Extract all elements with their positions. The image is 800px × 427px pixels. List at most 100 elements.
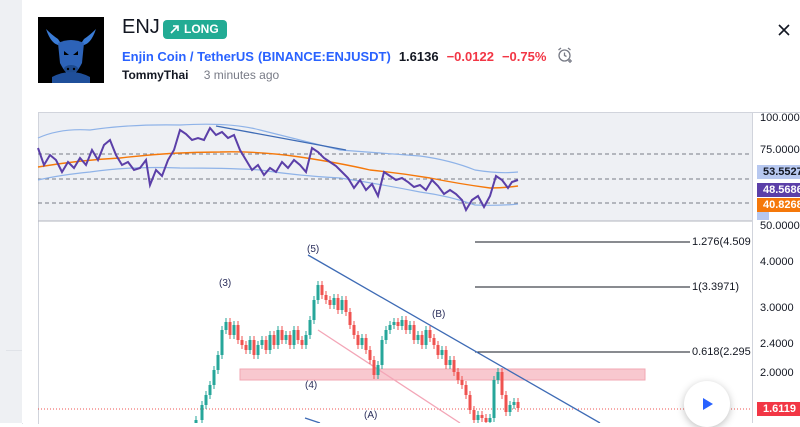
candle-body xyxy=(316,285,320,300)
play-button[interactable] xyxy=(684,381,730,427)
price-axis-label: 2.0000 xyxy=(760,367,794,379)
channel-base-line xyxy=(304,417,321,423)
candle-body xyxy=(194,420,198,423)
candle-body xyxy=(444,350,448,365)
candle-body xyxy=(224,322,228,330)
price-axis[interactable] xyxy=(752,113,800,423)
candle-body xyxy=(388,325,392,330)
wave-a-label: (A) xyxy=(364,410,378,421)
chart-frame[interactable] xyxy=(38,112,800,424)
candle-body xyxy=(428,330,432,338)
alarm-add-icon[interactable] xyxy=(556,46,574,67)
candle-body xyxy=(464,385,468,395)
osc-tag-purple: 48.5686 xyxy=(757,183,800,197)
upper-band-line xyxy=(37,123,519,174)
price-axis-label: 2.4000 xyxy=(760,338,794,350)
author-line: TommyThai 3 minutes ago xyxy=(122,68,279,82)
avatar[interactable] xyxy=(38,17,104,83)
price-change-percent: −0.75% xyxy=(501,49,547,64)
channel-upper-line xyxy=(307,254,601,423)
candle-body xyxy=(392,322,396,325)
candle-body xyxy=(500,372,504,395)
candle-body xyxy=(412,325,416,340)
channel-lower-line xyxy=(317,329,461,423)
candle-body xyxy=(452,360,456,372)
candle-body xyxy=(256,345,260,355)
play-icon xyxy=(703,398,713,410)
fib-1276-label: 1.276(4.509 xyxy=(692,236,751,248)
osc-axis-label: 75.0000 xyxy=(760,144,800,156)
posted-time: 3 minutes ago xyxy=(203,68,280,82)
symbol-name-link[interactable]: Enjin Coin / TetherUS xyxy=(122,49,254,64)
current-price-tag: 1.6119 xyxy=(757,402,800,416)
last-price: 1.6136 xyxy=(398,49,439,64)
candle-body xyxy=(448,360,452,365)
candle-body xyxy=(200,405,204,420)
candle-body xyxy=(264,340,268,350)
close-icon[interactable] xyxy=(776,22,792,43)
candle-body xyxy=(280,330,284,340)
candle-body xyxy=(252,340,256,355)
candle-body xyxy=(308,320,312,335)
candle-body xyxy=(508,405,512,412)
fib-1-label: 1(3.3971) xyxy=(692,281,740,293)
stoch-purple-line xyxy=(37,126,519,213)
candle-body xyxy=(312,300,316,320)
candle-body xyxy=(296,330,300,340)
osc-tag-upper-band: 53.5527 xyxy=(757,165,800,179)
candle-body xyxy=(340,300,344,310)
author-link[interactable]: TommyThai xyxy=(122,68,189,82)
arrow-up-right-icon xyxy=(170,25,179,34)
long-badge-label: LONG xyxy=(184,22,219,36)
candle-body xyxy=(244,345,248,350)
candle-body xyxy=(284,335,288,340)
candle-body xyxy=(408,325,412,330)
price-axis-label: 3.0000 xyxy=(760,302,794,314)
bull-logo-icon xyxy=(38,17,104,83)
candle-body xyxy=(516,402,520,408)
candle-body xyxy=(364,338,368,350)
candle-body xyxy=(476,415,480,420)
candle-body xyxy=(288,335,292,345)
symbol-line: Enjin Coin / TetherUS (BINANCE:ENJUSDT) … xyxy=(122,46,574,67)
wave-5-label: (5) xyxy=(307,244,320,255)
candle-body xyxy=(272,335,276,345)
support-zone xyxy=(239,368,646,381)
idea-title: ENJ xyxy=(122,16,160,38)
candle-body xyxy=(484,418,488,422)
candle-body xyxy=(424,330,428,345)
candle-body xyxy=(344,300,348,312)
candle-body xyxy=(396,322,400,326)
candle-body xyxy=(352,325,356,335)
fib-0618-label: 0.618(2.295 xyxy=(692,346,751,358)
long-badge: LONG xyxy=(163,20,227,39)
osc-axis-label: 100.0000 xyxy=(760,112,800,124)
candle-body xyxy=(512,402,516,405)
candle-body xyxy=(300,340,304,345)
candle-body xyxy=(420,335,424,345)
stoch-orange-line xyxy=(37,151,519,189)
candle-body xyxy=(416,335,420,340)
candle-body xyxy=(492,380,496,418)
candle-body xyxy=(356,335,360,345)
candle-body xyxy=(504,395,508,412)
candle-body xyxy=(456,372,460,380)
price-change: −0.0122 xyxy=(446,49,494,64)
candle-body xyxy=(460,380,464,385)
symbol-code-link[interactable]: (BINANCE:ENJUSDT) xyxy=(257,49,391,64)
candle-body xyxy=(384,330,388,340)
osc-tag-orange: 40.8268 xyxy=(757,198,800,212)
candle-body xyxy=(368,350,372,360)
candle-body xyxy=(440,350,444,355)
candle-body xyxy=(400,320,404,326)
candle-body xyxy=(372,360,376,375)
candle-body xyxy=(232,325,236,335)
candle-body xyxy=(332,298,336,305)
candle-body xyxy=(472,410,476,420)
candle-body xyxy=(432,338,436,345)
candle-body xyxy=(380,340,384,365)
candle-body xyxy=(328,300,332,305)
candle-body xyxy=(292,330,296,345)
candle-body xyxy=(236,325,240,340)
